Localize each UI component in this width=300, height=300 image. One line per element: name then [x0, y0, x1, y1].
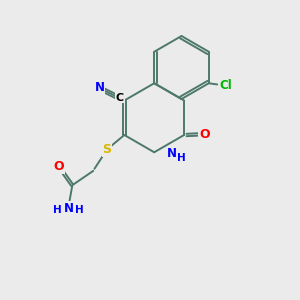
Text: O: O [53, 160, 64, 173]
Text: N: N [64, 202, 74, 214]
Text: O: O [199, 128, 209, 141]
Text: N: N [167, 147, 177, 160]
Text: C: C [116, 93, 124, 103]
Text: S: S [103, 143, 112, 156]
Text: Cl: Cl [220, 79, 233, 92]
Text: H: H [53, 205, 62, 214]
Text: H: H [177, 153, 185, 163]
Text: N: N [95, 81, 105, 94]
Text: H: H [75, 205, 84, 214]
